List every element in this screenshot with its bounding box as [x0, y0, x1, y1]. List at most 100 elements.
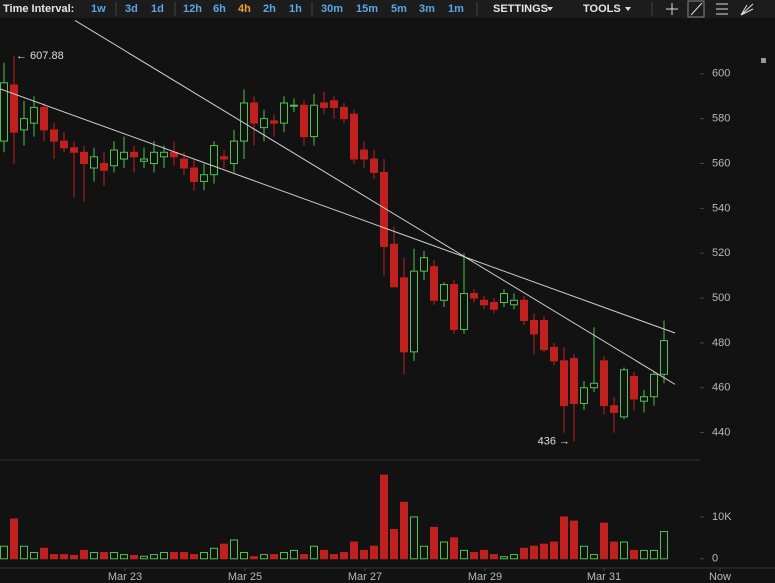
candle-body [10, 84, 18, 133]
candle-body [620, 369, 628, 418]
volume-bar [480, 549, 488, 560]
volume-bar [270, 554, 278, 560]
tools-menu[interactable]: TOOLS [583, 3, 621, 15]
interval-button[interactable]: 1d [151, 3, 164, 15]
volume-bar [130, 554, 138, 560]
y-tick-label: 460 [712, 382, 730, 394]
volume-bar [280, 552, 288, 560]
candle-body [360, 149, 368, 160]
interval-button[interactable]: 5m [391, 3, 407, 15]
volume-bar [210, 547, 218, 560]
candle-body [230, 140, 238, 165]
volume-bar [70, 554, 78, 560]
volume-bar [120, 554, 128, 560]
candle-body [500, 293, 508, 304]
menu-tool[interactable] [716, 3, 728, 15]
candle-body [440, 284, 448, 301]
x-tick-label: Mar 31 [587, 571, 621, 583]
interval-button[interactable]: 12h [183, 3, 202, 15]
candle-body [470, 293, 478, 299]
candle-body [130, 151, 138, 158]
volume-bar [570, 520, 578, 560]
interval-button[interactable]: 6h [213, 3, 226, 15]
y-tick-label: 500 [712, 292, 730, 304]
interval-button[interactable]: 3m [419, 3, 435, 15]
volume-bar [560, 516, 568, 560]
toolbar [0, 0, 775, 18]
volume-bar [390, 528, 398, 560]
trendline [0, 88, 676, 334]
line-tool-box[interactable] [687, 0, 705, 18]
volume-bar [240, 552, 248, 560]
candle-body [520, 299, 528, 321]
x-tick-label: Mar 25 [228, 571, 262, 583]
candle-body [310, 104, 318, 138]
interval-button[interactable]: 4h [238, 3, 251, 15]
candle-body [510, 299, 518, 306]
volume-bar [610, 541, 618, 560]
volume-bar [200, 552, 208, 560]
volume-bar [520, 547, 528, 560]
candle-body [390, 243, 398, 288]
volume-bar [360, 549, 368, 560]
candle-body [650, 373, 658, 398]
candle-body [160, 151, 168, 158]
volume-bar [510, 554, 518, 560]
candle-body [610, 405, 618, 413]
y-tick-label: 520 [712, 247, 730, 259]
interval-button[interactable]: 30m [321, 3, 343, 15]
volume-bar [310, 545, 318, 560]
y-tick-label: 560 [712, 157, 730, 169]
trendline [74, 20, 676, 385]
volume-bar [460, 549, 468, 560]
candle-body [340, 106, 348, 120]
interval-button[interactable]: 1h [289, 3, 302, 15]
volume-bar [190, 554, 198, 560]
x-tick-label: Mar 29 [468, 571, 502, 583]
dropdown-icon [547, 7, 553, 11]
volume-bar [660, 531, 668, 560]
candle-body [140, 158, 148, 162]
price-annotation: ← 607.88 [16, 50, 64, 62]
crosshair-tool[interactable] [666, 3, 678, 15]
volume-bar [470, 552, 478, 560]
volume-bar [60, 554, 68, 560]
fib-tool[interactable] [740, 3, 754, 16]
volume-bar [20, 545, 28, 560]
candle-body [540, 319, 548, 351]
interval-label: Time Interval: [3, 3, 74, 15]
candle-body [300, 104, 308, 138]
volume-bar [220, 543, 228, 560]
candle-body [110, 149, 118, 167]
candle-body [450, 284, 458, 330]
candle-body [410, 270, 418, 353]
candle-body [660, 340, 668, 375]
volume-bar [620, 541, 628, 560]
candle-body [530, 319, 538, 335]
candle-body [290, 104, 298, 107]
interval-button[interactable]: 2h [263, 3, 276, 15]
interval-button[interactable]: 3d [125, 3, 138, 15]
candle-body [200, 174, 208, 182]
candle-body [100, 163, 108, 171]
volume-bar [420, 545, 428, 560]
interval-button[interactable]: 15m [356, 3, 378, 15]
candle-body [420, 257, 428, 272]
interval-button[interactable]: 1m [448, 3, 464, 15]
volume-bar [640, 549, 648, 560]
candle-body [40, 106, 48, 131]
interval-button[interactable]: 1w [91, 3, 106, 15]
volume-bar [530, 545, 538, 560]
volume-bar [250, 556, 258, 560]
volume-bar [40, 547, 48, 560]
volume-bar [80, 549, 88, 560]
candle-body [430, 266, 438, 301]
candle-body [330, 100, 338, 108]
candle-body [150, 151, 158, 165]
candle-body [0, 82, 8, 142]
volume-bar [110, 552, 118, 560]
settings-menu[interactable]: SETTINGS [493, 3, 548, 15]
volume-bar [170, 552, 178, 560]
candle-body [90, 156, 98, 169]
